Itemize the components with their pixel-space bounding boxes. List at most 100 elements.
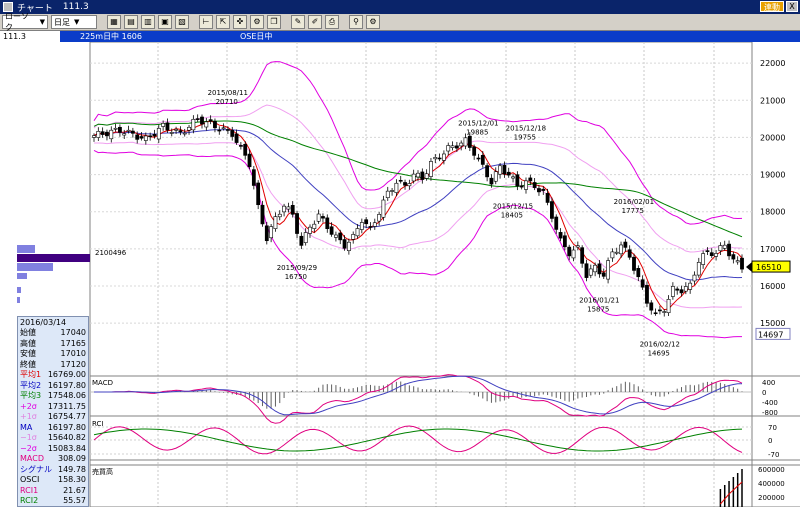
- current-price-arrow: [746, 262, 752, 273]
- candle-body: [113, 127, 118, 130]
- annotation-value: 18405: [501, 212, 523, 220]
- data-window-value: 55.57: [63, 496, 86, 505]
- zoom-tool-icon[interactable]: ⇱: [216, 15, 230, 29]
- window-titlebar: チャート 111.3 連動 X: [0, 0, 800, 14]
- candle-body: [489, 177, 494, 185]
- candle-body: [571, 249, 576, 259]
- data-window-label: MA: [20, 422, 33, 432]
- link-toggle-button[interactable]: 連動: [760, 1, 784, 12]
- candle-body: [416, 172, 420, 178]
- candle-body: [299, 235, 304, 246]
- volume-profile-bar: [17, 254, 90, 262]
- search-icon[interactable]: ⚲: [349, 15, 363, 29]
- candle-body: [385, 190, 390, 199]
- candle-body: [463, 137, 468, 147]
- data-window-row: 平均3 17548.06: [18, 391, 88, 402]
- pen-tool-icon[interactable]: ✎: [291, 15, 305, 29]
- candle-body: [722, 244, 727, 249]
- bar-view-icon[interactable]: ▤: [124, 15, 138, 29]
- candle-body: [338, 232, 343, 241]
- price-tick-label: 18000: [760, 208, 785, 217]
- candle-body: [260, 204, 265, 225]
- candle-body: [597, 263, 602, 275]
- data-window-row: 安値 17010: [18, 349, 88, 360]
- candle-body: [226, 129, 230, 131]
- candle-body: [545, 193, 550, 203]
- data-window-value: 21.67: [63, 485, 86, 495]
- data-window-date: 2016/03/14: [20, 318, 67, 327]
- candle-body: [130, 130, 135, 134]
- data-window-value: 17040: [60, 328, 86, 337]
- erase-tool-icon[interactable]: ✐: [308, 15, 322, 29]
- price-tick-label: 16000: [760, 282, 785, 291]
- macd-tick-label: 0: [762, 389, 766, 397]
- price-chart-svg[interactable]: 22000 21000 20000 19000 18000 17000 16000 15000…: [0, 41, 800, 507]
- candle-body: [351, 234, 356, 240]
- copy-tool-icon[interactable]: ❐: [267, 15, 281, 29]
- print-icon[interactable]: ⎙: [325, 15, 339, 29]
- candle-body: [701, 253, 706, 265]
- line-tool-icon[interactable]: ⊢: [199, 15, 213, 29]
- data-window-label: 平均1: [20, 370, 42, 379]
- candle-body: [528, 177, 533, 182]
- candle-body: [735, 260, 740, 263]
- candle-body: [627, 249, 632, 258]
- low-marker-badge: [755, 327, 791, 340]
- data-window-value: 17010: [60, 349, 86, 358]
- period-select[interactable]: 日足 ▼: [51, 15, 97, 29]
- candle-body: [696, 262, 701, 276]
- price-tick-label: 19000: [760, 171, 785, 180]
- candle-body: [312, 223, 317, 229]
- candle-body: [355, 228, 360, 237]
- data-window-label: 平均3: [20, 391, 42, 400]
- candle-body: [567, 246, 572, 257]
- annotation-date: 2016/01/21: [579, 297, 619, 305]
- candle-body: [498, 165, 502, 175]
- chart-type-select[interactable]: ローソク ▼: [2, 12, 48, 32]
- candle-body: [342, 239, 347, 249]
- candle-body: [666, 299, 671, 314]
- chart-type-value: ローソク: [5, 12, 29, 32]
- annotation-date: 2015/12/01: [458, 120, 498, 128]
- data-window-label: +1σ: [20, 412, 37, 421]
- bollinger-lower-2-line: [93, 149, 742, 339]
- annotation-date: 2015/08/11: [208, 89, 248, 97]
- annotation-value: 19755: [514, 134, 536, 142]
- candle-body: [105, 131, 109, 137]
- candle-view-icon[interactable]: ▦: [107, 15, 121, 29]
- candle-body: [364, 219, 369, 225]
- data-window-row: 平均2 16197.80: [18, 381, 88, 392]
- macd-panel-label: MACD: [92, 379, 113, 387]
- grid-view-icon[interactable]: ▥: [141, 15, 155, 29]
- price-tick-label: 15000: [760, 319, 785, 328]
- scale-icon[interactable]: ▧: [175, 15, 189, 29]
- candle-body: [554, 216, 559, 230]
- signal-line: [94, 375, 743, 416]
- candle-body: [165, 122, 170, 131]
- chart-area[interactable]: 22000 21000 20000 19000 18000 17000 16000 15000…: [0, 41, 800, 507]
- compare-icon[interactable]: ▣: [158, 15, 172, 29]
- cursor-tool-icon[interactable]: ✜: [233, 15, 247, 29]
- current-price-label: 16510: [756, 263, 781, 272]
- candle-body: [727, 243, 731, 257]
- close-button[interactable]: X: [786, 1, 798, 12]
- data-window-label: シグナル: [20, 464, 52, 474]
- candle-body: [601, 272, 606, 277]
- candle-body: [109, 129, 114, 140]
- volume-profile-bar: [17, 287, 21, 293]
- settings-tool-icon[interactable]: ⚙: [250, 15, 264, 29]
- volume-tick-label: 200000: [758, 494, 785, 502]
- annotation-date: 2016/02/01: [614, 198, 654, 206]
- chevron-down-icon: ▼: [39, 18, 45, 26]
- annotation-date: 2016/02/12: [640, 340, 680, 348]
- candle-body: [446, 145, 451, 152]
- candle-body: [295, 213, 299, 234]
- data-window-label: +2σ: [20, 401, 37, 411]
- candle-body: [329, 226, 334, 235]
- data-window-row: 高値 17165: [18, 339, 88, 350]
- data-window-row: +1σ 16754.77: [18, 412, 88, 423]
- candle-body: [450, 145, 455, 148]
- settings-icon[interactable]: ⚙: [366, 15, 380, 29]
- candle-body: [675, 288, 680, 291]
- data-window-label: MACD: [20, 454, 44, 463]
